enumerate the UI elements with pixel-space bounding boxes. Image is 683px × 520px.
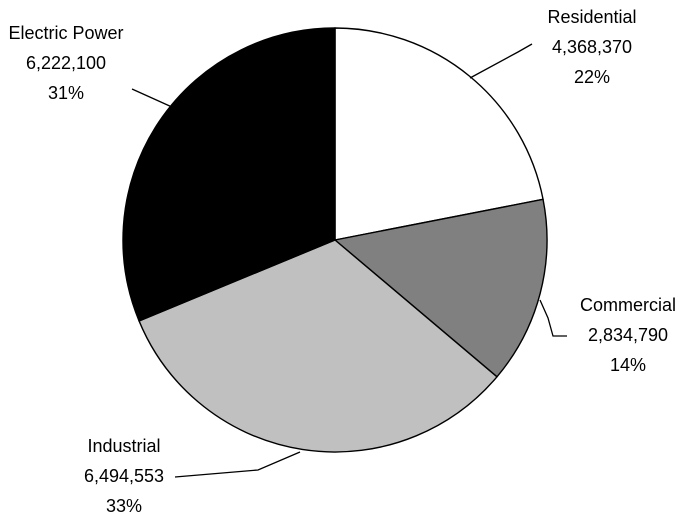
label-residential-name: Residential bbox=[547, 7, 636, 27]
label-commercial-percent: 14% bbox=[610, 355, 646, 375]
label-industrial-percent: 33% bbox=[106, 496, 142, 516]
leader-line-residential bbox=[469, 43, 533, 79]
pie-slice-residential bbox=[334, 27, 544, 241]
pie-slice-commercial bbox=[334, 198, 548, 378]
leader-line-commercial bbox=[539, 299, 567, 337]
leader-line-industrial bbox=[174, 451, 301, 478]
label-commercial-name: Commercial bbox=[580, 295, 676, 315]
pie-slice-electric-power bbox=[122, 27, 336, 322]
label-electric-power-percent: 31% bbox=[48, 83, 84, 103]
label-electric-power-name: Electric Power bbox=[8, 23, 123, 43]
label-industrial-value: 6,494,553 bbox=[84, 466, 164, 486]
label-industrial-name: Industrial bbox=[87, 436, 160, 456]
pie-slice-industrial bbox=[138, 239, 498, 453]
pie-slices bbox=[122, 27, 548, 453]
label-electric-power-value: 6,222,100 bbox=[26, 53, 106, 73]
leader-line-electric-power bbox=[131, 88, 184, 113]
label-commercial-value: 2,834,790 bbox=[588, 325, 668, 345]
label-residential-percent: 22% bbox=[574, 67, 610, 87]
label-residential-value: 4,368,370 bbox=[552, 37, 632, 57]
